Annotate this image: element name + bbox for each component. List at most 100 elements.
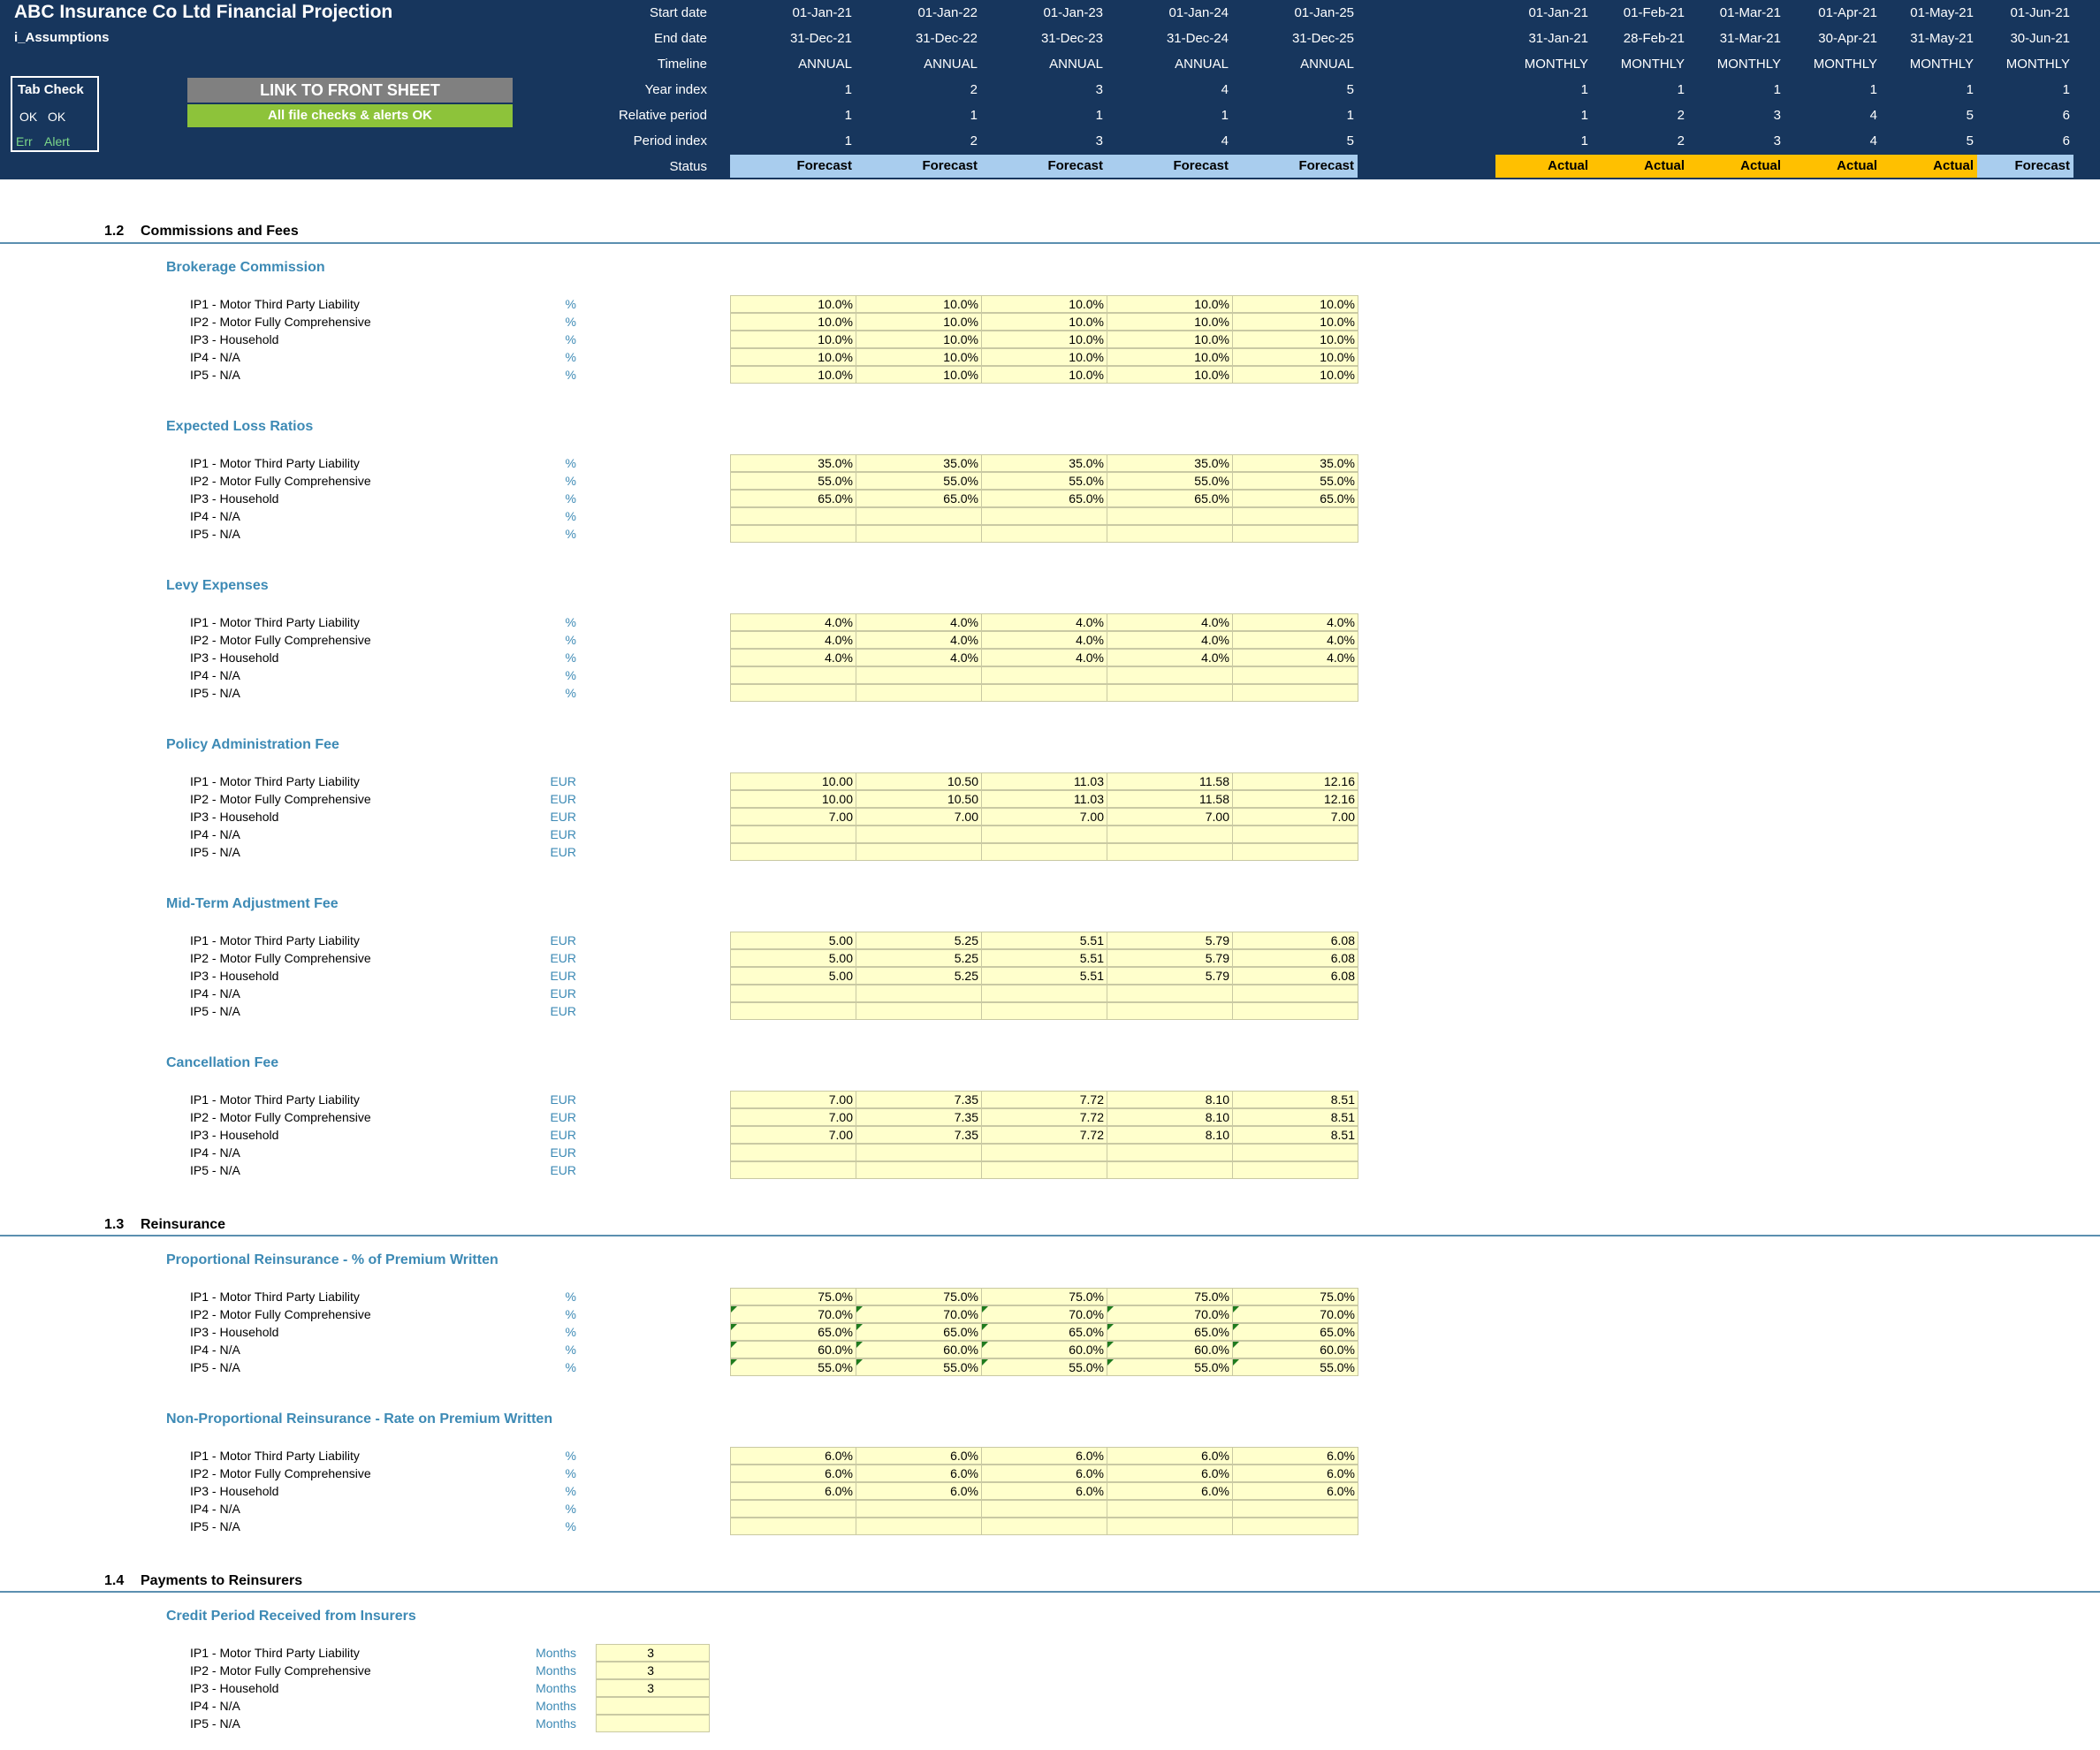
input-cell[interactable]: [730, 1518, 856, 1535]
input-cell[interactable]: [981, 525, 1107, 543]
input-cell[interactable]: [1232, 1144, 1358, 1161]
input-cell[interactable]: [981, 1500, 1107, 1518]
input-cell[interactable]: [1232, 1002, 1358, 1020]
input-cell[interactable]: 5.79: [1107, 967, 1233, 985]
input-cell[interactable]: 75.0%: [1232, 1288, 1358, 1305]
input-cell[interactable]: 10.0%: [730, 295, 856, 313]
input-cell[interactable]: [730, 684, 856, 702]
input-cell[interactable]: 75.0%: [730, 1288, 856, 1305]
input-cell[interactable]: 55.0%: [981, 1358, 1107, 1376]
input-cell[interactable]: 7.00: [730, 1126, 856, 1144]
input-cell[interactable]: 10.0%: [730, 348, 856, 366]
input-cell[interactable]: 8.10: [1107, 1091, 1233, 1108]
input-cell[interactable]: 6.08: [1232, 932, 1358, 949]
input-cell[interactable]: 10.0%: [981, 348, 1107, 366]
input-cell[interactable]: [856, 1500, 982, 1518]
input-cell[interactable]: [856, 843, 982, 861]
input-cell[interactable]: [856, 525, 982, 543]
input-cell[interactable]: [981, 1144, 1107, 1161]
input-cell[interactable]: 10.0%: [1107, 313, 1233, 331]
input-cell[interactable]: 6.0%: [1107, 1482, 1233, 1500]
input-cell[interactable]: 6.0%: [856, 1447, 982, 1465]
input-cell[interactable]: 55.0%: [1232, 1358, 1358, 1376]
input-cell[interactable]: [1107, 684, 1233, 702]
input-cell[interactable]: 4.0%: [730, 631, 856, 649]
input-cell[interactable]: [1107, 666, 1233, 684]
input-cell[interactable]: [1107, 985, 1233, 1002]
input-cell[interactable]: 70.0%: [1232, 1305, 1358, 1323]
input-cell[interactable]: 7.00: [730, 808, 856, 826]
input-cell[interactable]: 7.00: [730, 1108, 856, 1126]
input-cell[interactable]: 55.0%: [730, 1358, 856, 1376]
input-cell[interactable]: [1232, 1161, 1358, 1179]
input-cell[interactable]: 11.58: [1107, 772, 1233, 790]
input-cell[interactable]: 5.51: [981, 967, 1107, 985]
input-cell[interactable]: [730, 525, 856, 543]
input-cell[interactable]: [1107, 1144, 1233, 1161]
input-cell[interactable]: 8.10: [1107, 1108, 1233, 1126]
input-cell[interactable]: 55.0%: [1107, 472, 1233, 490]
input-cell[interactable]: 6.0%: [981, 1482, 1107, 1500]
input-cell[interactable]: [730, 843, 856, 861]
input-cell[interactable]: 4.0%: [1232, 613, 1358, 631]
input-cell[interactable]: 7.00: [1107, 808, 1233, 826]
input-cell[interactable]: 10.0%: [856, 295, 982, 313]
input-cell[interactable]: 70.0%: [981, 1305, 1107, 1323]
input-cell[interactable]: 5.25: [856, 932, 982, 949]
input-cell[interactable]: 35.0%: [981, 454, 1107, 472]
input-cell[interactable]: 11.03: [981, 790, 1107, 808]
input-cell[interactable]: 7.00: [730, 1091, 856, 1108]
input-cell[interactable]: 3: [596, 1662, 710, 1679]
input-cell[interactable]: [981, 507, 1107, 525]
input-cell[interactable]: 7.35: [856, 1091, 982, 1108]
input-cell[interactable]: [981, 666, 1107, 684]
input-cell[interactable]: 65.0%: [1107, 490, 1233, 507]
input-cell[interactable]: 10.0%: [1232, 331, 1358, 348]
input-cell[interactable]: [856, 985, 982, 1002]
input-cell[interactable]: 10.0%: [1232, 313, 1358, 331]
input-cell[interactable]: 10.0%: [856, 348, 982, 366]
input-cell[interactable]: [981, 684, 1107, 702]
input-cell[interactable]: 10.0%: [981, 313, 1107, 331]
input-cell[interactable]: 4.0%: [856, 649, 982, 666]
input-cell[interactable]: 6.0%: [856, 1482, 982, 1500]
input-cell[interactable]: 65.0%: [730, 490, 856, 507]
input-cell[interactable]: 10.0%: [730, 313, 856, 331]
input-cell[interactable]: [856, 666, 982, 684]
input-cell[interactable]: 6.08: [1232, 949, 1358, 967]
input-cell[interactable]: 10.0%: [856, 313, 982, 331]
input-cell[interactable]: 55.0%: [1107, 1358, 1233, 1376]
input-cell[interactable]: 5.25: [856, 967, 982, 985]
input-cell[interactable]: 4.0%: [730, 649, 856, 666]
input-cell[interactable]: 55.0%: [1232, 472, 1358, 490]
input-cell[interactable]: 6.0%: [1232, 1465, 1358, 1482]
input-cell[interactable]: 6.0%: [981, 1465, 1107, 1482]
input-cell[interactable]: [1232, 985, 1358, 1002]
input-cell[interactable]: 5.79: [1107, 949, 1233, 967]
input-cell[interactable]: [1232, 1518, 1358, 1535]
input-cell[interactable]: 10.00: [730, 790, 856, 808]
input-cell[interactable]: 7.00: [981, 808, 1107, 826]
input-cell[interactable]: 6.0%: [1232, 1482, 1358, 1500]
input-cell[interactable]: [856, 507, 982, 525]
input-cell[interactable]: [596, 1715, 710, 1732]
input-cell[interactable]: 11.58: [1107, 790, 1233, 808]
input-cell[interactable]: 10.0%: [856, 331, 982, 348]
input-cell[interactable]: 4.0%: [981, 613, 1107, 631]
input-cell[interactable]: [981, 826, 1107, 843]
input-cell[interactable]: 10.0%: [1107, 366, 1233, 384]
input-cell[interactable]: 6.0%: [1107, 1465, 1233, 1482]
input-cell[interactable]: 4.0%: [1107, 613, 1233, 631]
input-cell[interactable]: [1232, 1500, 1358, 1518]
input-cell[interactable]: 3: [596, 1679, 710, 1697]
input-cell[interactable]: 60.0%: [730, 1341, 856, 1358]
input-cell[interactable]: [856, 1518, 982, 1535]
input-cell[interactable]: 75.0%: [981, 1288, 1107, 1305]
link-to-front-sheet-button[interactable]: LINK TO FRONT SHEET: [187, 78, 513, 103]
input-cell[interactable]: [1232, 684, 1358, 702]
input-cell[interactable]: [1107, 525, 1233, 543]
input-cell[interactable]: 6.0%: [856, 1465, 982, 1482]
input-cell[interactable]: 4.0%: [981, 649, 1107, 666]
input-cell[interactable]: 8.51: [1232, 1108, 1358, 1126]
input-cell[interactable]: 35.0%: [1232, 454, 1358, 472]
